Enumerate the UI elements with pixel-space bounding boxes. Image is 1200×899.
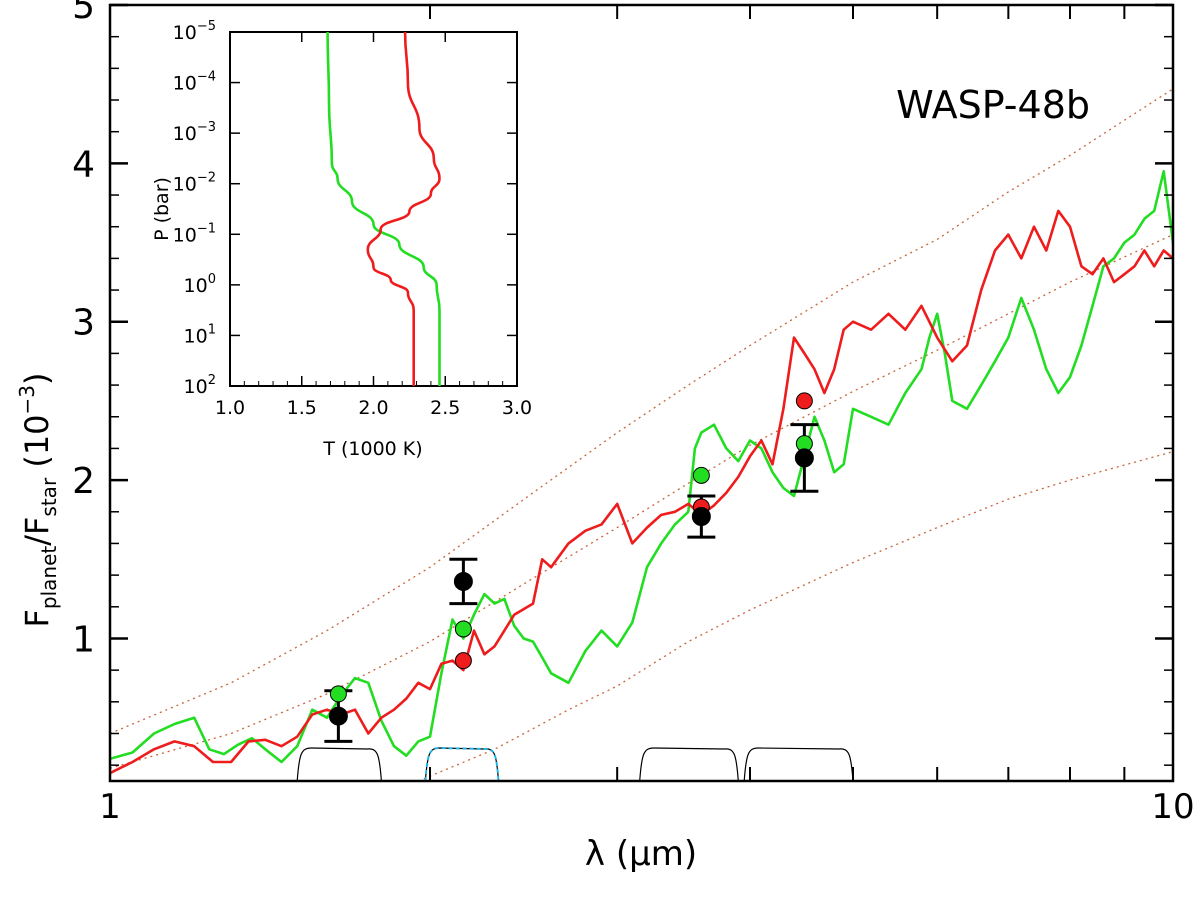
filter-layer bbox=[296, 746, 854, 781]
inset-y-label: P (bar) bbox=[151, 177, 173, 241]
blackbody-curve-lower bbox=[418, 450, 1173, 781]
observation-point-Ks bbox=[453, 571, 473, 591]
inset-y-tick-base: 10 bbox=[173, 73, 197, 95]
plot-frame bbox=[108, 3, 1175, 783]
inset-x-tick-label: 1.5 bbox=[287, 397, 317, 419]
inset-x-tick-label: 1.0 bbox=[215, 397, 245, 419]
x-axis-label: λ (μm) bbox=[585, 834, 697, 874]
y-label-exp: −3 bbox=[15, 385, 39, 414]
inset-y-tick-label: 100 bbox=[184, 272, 216, 297]
red-model-point bbox=[454, 652, 472, 670]
green-model-point bbox=[692, 466, 710, 484]
inset-x-tick-label: 3.0 bbox=[502, 397, 532, 419]
inset-axis: 1.0 1.5 2.0 2.5 3.010−510−410−310−210−110010… bbox=[173, 19, 532, 419]
inset-y-tick-base: 10 bbox=[173, 224, 197, 246]
filter-curve-IRAC-3.6 bbox=[639, 747, 739, 781]
inset-x-label: T (1000 K) bbox=[322, 438, 422, 460]
blackbody-curve-upper bbox=[110, 88, 1173, 735]
y-label-close: ) bbox=[18, 372, 56, 384]
y-label-slash: /F bbox=[18, 517, 56, 546]
y-label-base: F bbox=[18, 609, 56, 627]
filter-curve-H bbox=[296, 747, 382, 781]
inset-y-tick-exp: −3 bbox=[197, 120, 216, 135]
y-tick-label: 2 bbox=[72, 461, 95, 502]
inset-y-tick-base: 10 bbox=[184, 275, 208, 297]
y-tick-label: 4 bbox=[72, 144, 95, 185]
inset-y-tick-label: 10−3 bbox=[173, 120, 216, 145]
x-tick-label: 10 bbox=[1151, 787, 1194, 827]
y-tick-label: 1 bbox=[72, 619, 95, 660]
inset-y-tick-label: 10−1 bbox=[173, 221, 216, 246]
y-tick-label: 3 bbox=[72, 303, 95, 344]
inset-y-tick-exp: −2 bbox=[197, 171, 216, 186]
inset-y-tick-label: 10−2 bbox=[173, 171, 216, 196]
observations-layer bbox=[324, 392, 819, 743]
inset-x-tick-label: 2.0 bbox=[358, 397, 388, 419]
inset-frame bbox=[229, 31, 518, 387]
green-model-point bbox=[329, 685, 347, 703]
inset-red-profile bbox=[366, 32, 441, 386]
inset-y-tick-label: 10−4 bbox=[173, 70, 216, 95]
inset-y-tick-base: 10 bbox=[173, 123, 197, 145]
inset-green-profile bbox=[326, 32, 441, 386]
inset-x-tick-label: 2.5 bbox=[430, 397, 460, 419]
y-tick-label: 5 bbox=[72, 0, 95, 27]
y-axis-label: Fplanet/Fstar (10−3) bbox=[15, 372, 61, 627]
inset-y-tick-label: 101 bbox=[184, 322, 216, 347]
inset-y-tick-exp: −1 bbox=[197, 221, 216, 236]
inset-y-tick-exp: 2 bbox=[208, 373, 216, 388]
y-label-sub1: planet bbox=[37, 546, 61, 609]
planet-label: WASP-48b bbox=[896, 83, 1090, 127]
x-tick-label: 1 bbox=[99, 787, 121, 827]
observation-point-H bbox=[328, 706, 348, 726]
inset-y-tick-base: 10 bbox=[173, 174, 197, 196]
red-model-point bbox=[795, 392, 813, 410]
inset-y-tick-exp: 0 bbox=[208, 272, 216, 287]
inset-y-tick-base: 10 bbox=[184, 376, 208, 398]
inset-y-tick-label: 10−5 bbox=[173, 19, 216, 44]
inset-y-tick-base: 10 bbox=[184, 325, 208, 347]
inset-y-tick-exp: −4 bbox=[197, 70, 216, 85]
y-label-tail: (10 bbox=[18, 414, 56, 477]
observation-point-4.5 bbox=[794, 448, 814, 468]
filter-curve-outline-Ks bbox=[424, 747, 500, 781]
blackbody-layer bbox=[110, 88, 1173, 781]
inset-y-tick-base: 10 bbox=[173, 22, 197, 44]
inset-plot: 1.0 1.5 2.0 2.5 3.010−510−410−310−210−110010… bbox=[151, 19, 532, 460]
y-label-sub2: star bbox=[37, 477, 61, 517]
inset-profiles bbox=[326, 32, 441, 386]
green-model-point bbox=[454, 620, 472, 638]
filter-curve-IRAC-4.5 bbox=[743, 747, 854, 781]
observation-point-3.6 bbox=[691, 507, 711, 527]
inset-y-tick-exp: −5 bbox=[197, 19, 216, 34]
blackbody-curve-middle bbox=[110, 234, 1173, 769]
inset-y-tick-label: 102 bbox=[184, 373, 216, 398]
inset-y-tick-exp: 1 bbox=[208, 322, 216, 337]
